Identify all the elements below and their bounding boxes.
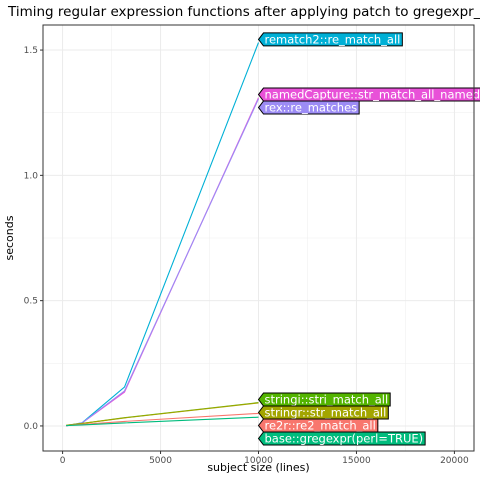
- y-tick-label: 1.0: [24, 171, 39, 181]
- series-lines: [65, 42, 260, 427]
- series-label: stringr::str_match_all: [257, 405, 389, 420]
- series-label: stringi::stri_match_all: [257, 392, 391, 407]
- x-tick-label: 15000: [342, 456, 371, 466]
- x-tick-label: 20000: [440, 456, 469, 466]
- x-tick-label: 10000: [244, 456, 273, 466]
- series-line: [66, 416, 259, 427]
- series-label-text: re2r::re2_match_all: [265, 419, 376, 433]
- series-label-box: [257, 405, 389, 420]
- series-label: re2r::re2_match_all: [257, 418, 379, 433]
- series-label-text: rex::re_matches: [265, 101, 358, 115]
- y-axis-title: seconds: [3, 215, 16, 260]
- series-label-text: rematch2::re_match_all: [265, 32, 401, 46]
- x-axis-title: subject size (lines): [207, 461, 309, 474]
- y-tick-label: 0.5: [24, 297, 38, 307]
- series-label-box: [257, 100, 360, 115]
- series-label-text: namedCapture::str_match_all_named: [265, 88, 480, 102]
- series-label-text: stringi::stri_match_all: [265, 393, 389, 407]
- y-axis: 0.0 0.5 1.0 1.5: [24, 46, 43, 432]
- series-label: base::gregexpr(perl=TRUE): [257, 431, 426, 446]
- series-label: rematch2::re_match_all: [257, 32, 403, 47]
- series-label-text: stringr::str_match_all: [265, 406, 387, 420]
- series-label-box: [257, 418, 379, 433]
- x-tick-label: 5000: [149, 456, 172, 466]
- series-label-box: [257, 431, 426, 446]
- series-label-text: base::gregexpr(perl=TRUE): [265, 432, 424, 446]
- series-label: namedCapture::str_match_all_named: [257, 87, 480, 102]
- plot-panel: rematch2::re_match_allnamedCapture::str_…: [42, 24, 480, 452]
- grid-major: [43, 25, 474, 451]
- x-tick-label: 0: [60, 456, 66, 466]
- series-label-box: [257, 392, 391, 407]
- x-axis: 0 5000 10000 15000 20000: [60, 451, 469, 466]
- chart-title: Timing regular expression functions afte…: [7, 4, 480, 20]
- series-label-box: [257, 87, 480, 102]
- series-label: rex::re_matches: [257, 100, 360, 115]
- y-tick-label: 0.0: [24, 422, 39, 432]
- y-tick-label: 1.5: [24, 46, 38, 56]
- series-labels: rematch2::re_match_allnamedCapture::str_…: [257, 32, 480, 446]
- series-label-box: [257, 32, 403, 47]
